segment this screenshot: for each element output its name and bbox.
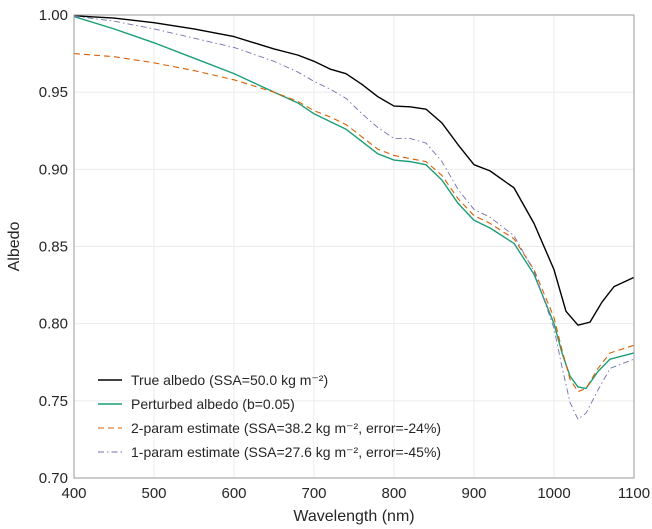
x-axis-label: Wavelength (nm) — [293, 508, 414, 525]
series-line-1 — [73, 15, 635, 390]
legend-entry-2: 2-param estimate (SSA=38.2 kg m⁻², error… — [131, 420, 441, 436]
legend-entry-3: 1-param estimate (SSA=27.6 kg m⁻², error… — [131, 444, 441, 460]
legend-entry-1: Perturbed albedo (b=0.05) — [131, 396, 295, 412]
y-axis-label: Albedo — [6, 221, 23, 271]
series-line-3 — [73, 15, 635, 420]
legend-entry-0: True albedo (SSA=50.0 kg m⁻²) — [131, 372, 328, 388]
y-tick-label: 1.00 — [39, 7, 68, 24]
y-tick-label: 0.80 — [39, 316, 68, 333]
x-tick-label: 500 — [141, 485, 166, 502]
x-tick-label: 800 — [381, 485, 406, 502]
x-tick-label: 900 — [461, 485, 486, 502]
y-tick-label: 0.95 — [39, 84, 68, 101]
x-tick-label: 1100 — [618, 485, 650, 502]
y-tick-labels: 0.70 0.75 0.80 0.85 0.90 0.95 1.00 — [39, 7, 68, 487]
series-line-0 — [73, 15, 635, 326]
y-tick-label: 0.90 — [39, 161, 68, 178]
y-tick-label: 0.85 — [39, 239, 68, 256]
x-tick-label: 400 — [61, 485, 86, 502]
x-tick-label: 700 — [301, 485, 326, 502]
y-tick-label: 0.70 — [39, 470, 68, 487]
legend: True albedo (SSA=50.0 kg m⁻²) Perturbed a… — [98, 372, 441, 460]
x-tick-label: 600 — [221, 485, 246, 502]
series-line-2 — [73, 53, 635, 393]
series-lines — [73, 15, 635, 420]
x-tick-label: 1000 — [537, 485, 570, 502]
plot-frame — [73, 14, 635, 479]
y-tick-label: 0.75 — [39, 393, 68, 410]
x-tick-labels: 400 500 600 700 800 900 1000 1100 — [61, 485, 650, 502]
